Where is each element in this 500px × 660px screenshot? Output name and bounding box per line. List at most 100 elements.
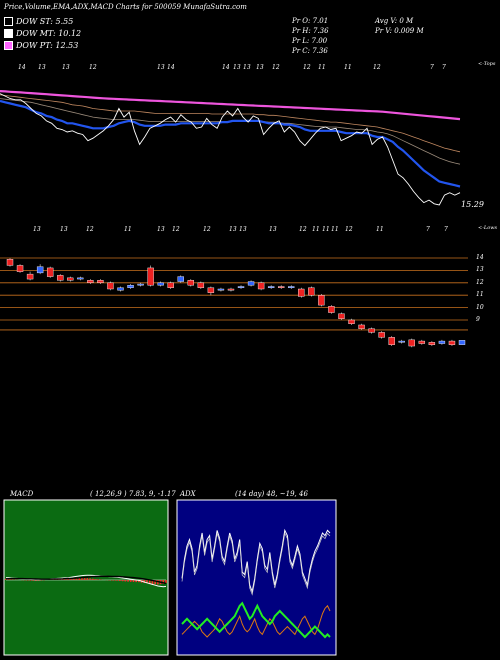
ema-bottom-label: 11 (331, 226, 339, 233)
adx-panel (176, 499, 337, 656)
avg-volume: Avg V: 0 M (375, 17, 414, 25)
candle-body (36, 266, 44, 274)
candle-body (358, 324, 365, 329)
legend-dow-st: DOW ST: 5.55 (4, 17, 73, 26)
candle-body (177, 276, 184, 282)
ema-bottom-labels: 13 13 12 11 13 12 12 13 13 13 12 11 11 11 12 11 7 7 (33, 226, 448, 233)
ema-series-0 (0, 93, 461, 206)
candle-body (167, 282, 174, 288)
candles (6, 258, 466, 348)
legend-dow-pt: DOW PT: 12.53 (4, 41, 78, 50)
ema-lines (0, 90, 461, 206)
candle-body (418, 340, 426, 344)
candle-body (197, 282, 205, 288)
ema-top-label: 12 (303, 64, 311, 71)
candle-body (207, 287, 215, 293)
dow-mt-swatch (4, 29, 13, 38)
price-close: Pr C: 7.36 (292, 47, 328, 55)
ema-bottom-label: 11 (376, 226, 384, 233)
candle-body (97, 280, 104, 284)
ema-last-value: 15.29 (461, 200, 484, 209)
candle-body (127, 285, 134, 288)
ema-bottom-label: 11 (124, 226, 132, 233)
candle-body (448, 340, 456, 345)
dow-st-label: DOW ST: 5.55 (16, 17, 74, 26)
ema-bottom-label: 11 (322, 226, 330, 233)
candle-gridlines (0, 257, 468, 331)
ema-top-label: 13 (243, 64, 251, 71)
ema-bottom-label: 13 (239, 226, 247, 233)
candle-body (26, 273, 34, 280)
candle-body (388, 337, 395, 345)
ema-top-label: 13 (256, 64, 264, 71)
ema-top-label: 12 (89, 64, 97, 71)
candle-body (278, 286, 285, 288)
candle-body (408, 339, 415, 347)
ema-top-labels: 14 13 13 12 13 14 14 13 13 13 12 12 11 11 12 7 7 (18, 64, 446, 71)
ema-bottom-label: 12 (172, 226, 180, 233)
candle-body (117, 287, 124, 291)
candle-body (438, 340, 446, 344)
candle-body (247, 281, 255, 286)
ema-series-4 (0, 90, 461, 121)
candle-body (257, 282, 265, 290)
ema-bottom-label: 11 (312, 226, 320, 233)
candle-body (6, 259, 14, 266)
candle-body (77, 277, 84, 280)
ema-top-label: 14 (222, 64, 230, 71)
candle-body (187, 280, 195, 286)
ema-top-label: 11 (318, 64, 326, 71)
ema-bottom-label: 13 (60, 226, 68, 233)
legend-dow-mt: DOW MT: 10.12 (4, 29, 81, 38)
dow-st-swatch (4, 17, 13, 26)
ema-bottom-label: 13 (229, 226, 237, 233)
candle-body (267, 286, 275, 288)
ema-top-label: 13 (62, 64, 70, 71)
adx-minus-di-line (181, 601, 331, 639)
price-open: Pr O: 7.01 (292, 17, 329, 25)
candle-body (137, 283, 144, 286)
candle-body (107, 282, 114, 290)
macd-params: ( 12,26,9 ) 7.83, 9, -1.17 (90, 490, 176, 498)
ema-top-label: 13 (38, 64, 46, 71)
candle-body (348, 319, 355, 324)
candle-body (67, 277, 74, 281)
candle-body (398, 340, 405, 343)
ema-bottom-label: 13 (269, 226, 277, 233)
price-axis-tick: 12 (476, 278, 484, 286)
price-axis-tick: 10 (476, 303, 484, 311)
macd-plot (5, 574, 167, 588)
ema-top-label: 13 (233, 64, 241, 71)
macd-title: MACD (10, 490, 34, 498)
ema-bottom-label: 12 (345, 226, 353, 233)
ema-bottom-label: 7 (444, 226, 448, 233)
ema-top-label: 7 (430, 64, 434, 71)
adx-title: ADX (180, 490, 196, 498)
adx-line (181, 528, 331, 594)
ema-series-1 (0, 99, 461, 188)
candle-body (428, 342, 436, 346)
ema-bottom-label: 12 (203, 226, 211, 233)
price-high: Pr H: 7.36 (292, 27, 329, 35)
candle-body (227, 288, 235, 291)
tops-label: <-Tops (478, 61, 496, 67)
candle-body (217, 288, 225, 291)
ema-top-label: 12 (373, 64, 381, 71)
ema-top-label: 13 (157, 64, 165, 71)
price-axis-tick: 14 (476, 254, 484, 261)
candle-body (16, 265, 24, 272)
candle-body (288, 286, 295, 288)
candle-body (157, 282, 164, 286)
candle-body (308, 287, 315, 296)
macd-signal-line (5, 575, 167, 585)
candle-body (87, 280, 94, 284)
ema-top-label: 11 (344, 64, 352, 71)
candle-body (338, 313, 345, 319)
candle-body (57, 275, 64, 281)
dow-pt-swatch (4, 41, 13, 50)
dow-mt-label: DOW MT: 10.12 (16, 29, 82, 38)
candle-body (368, 328, 375, 333)
candle-body (147, 267, 154, 286)
price-axis-tick: 13 (476, 266, 484, 274)
